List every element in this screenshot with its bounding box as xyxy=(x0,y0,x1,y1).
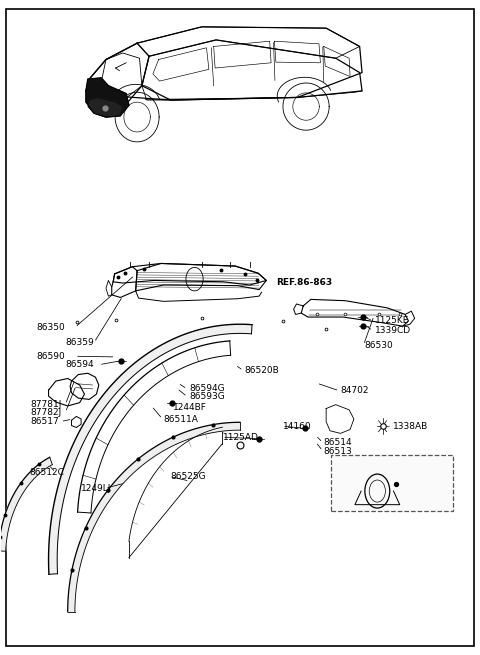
Polygon shape xyxy=(68,422,240,612)
Text: REF.86-863: REF.86-863 xyxy=(276,278,332,288)
Text: (W/FOG LAMP): (W/FOG LAMP) xyxy=(335,458,393,467)
Text: 86520B: 86520B xyxy=(245,366,279,375)
Text: 14160: 14160 xyxy=(283,422,312,431)
Polygon shape xyxy=(86,78,129,117)
Text: 86359: 86359 xyxy=(65,338,94,347)
Text: 86350: 86350 xyxy=(36,323,65,332)
Text: 86590: 86590 xyxy=(36,352,65,361)
Text: 1338AB: 1338AB xyxy=(393,422,429,431)
FancyBboxPatch shape xyxy=(331,455,453,510)
Text: 1244BF: 1244BF xyxy=(173,403,207,412)
Text: 18649A: 18649A xyxy=(336,491,371,500)
Text: 86511A: 86511A xyxy=(163,415,198,424)
Text: 86593G: 86593G xyxy=(190,392,226,402)
Text: 1125KE: 1125KE xyxy=(375,316,409,326)
Text: 86594G: 86594G xyxy=(190,384,226,394)
Text: 1339CD: 1339CD xyxy=(375,326,411,335)
Text: 86512C: 86512C xyxy=(29,468,64,477)
Polygon shape xyxy=(88,98,123,117)
Text: 86525G: 86525G xyxy=(170,472,206,481)
Text: 86530: 86530 xyxy=(364,341,393,350)
Text: 1125AD: 1125AD xyxy=(223,433,259,442)
Text: 1249LJ: 1249LJ xyxy=(81,484,111,493)
Text: 86517: 86517 xyxy=(30,417,59,426)
Polygon shape xyxy=(48,324,252,574)
Text: 92202: 92202 xyxy=(345,468,373,477)
Text: 84702: 84702 xyxy=(340,386,369,396)
Text: 92201: 92201 xyxy=(345,476,374,485)
Polygon shape xyxy=(0,457,52,552)
Text: 87781J: 87781J xyxy=(30,400,62,409)
Text: 86514: 86514 xyxy=(324,438,352,447)
Text: 87782J: 87782J xyxy=(30,408,61,417)
Text: 86513: 86513 xyxy=(324,447,352,455)
Text: 86594: 86594 xyxy=(65,360,94,369)
